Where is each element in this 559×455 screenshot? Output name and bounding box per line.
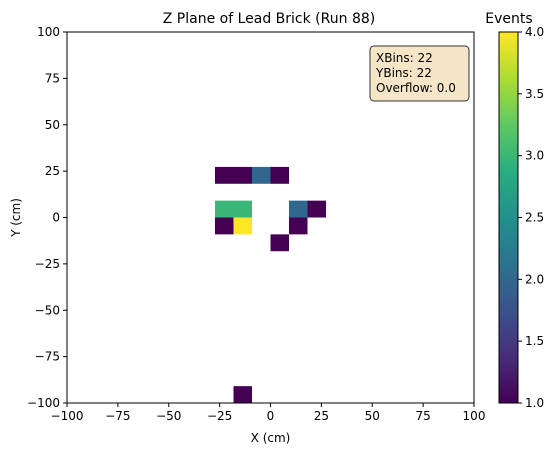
x-axis-ticks: −100 −75 −50 −25 0 25 50 75 100 (51, 403, 486, 423)
heatmap-cell-8 (215, 217, 234, 235)
stats-box-line-xbins: XBins: 22 (376, 51, 433, 65)
colorbar-tick-label: 2.5 (525, 211, 544, 225)
colorbar-tick-label: 4.0 (525, 25, 544, 39)
heatmap-cell-4 (215, 200, 234, 218)
heatmap-cell-3 (270, 166, 289, 184)
stats-box: XBins: 22 YBins: 22 Overflow: 0.0 (369, 45, 470, 102)
x-tick-label: 0 (267, 409, 275, 423)
y-tick-label: −50 (35, 303, 60, 317)
x-tick-label: −100 (51, 409, 84, 423)
heatmap-cells (215, 166, 326, 403)
y-tick-label: 25 (45, 164, 60, 178)
stats-box-line-ybins: YBins: 22 (375, 66, 432, 80)
heatmap-cell-2 (252, 166, 271, 184)
stats-box-line-overflow: Overflow: 0.0 (376, 81, 456, 95)
stats-box-frame (369, 45, 470, 102)
colorbar-gradient (498, 31, 519, 404)
heatmap-cell-1 (233, 166, 253, 184)
colorbar-ticks: 1.0 1.5 2.0 2.5 3.0 3.5 4.0 (518, 25, 544, 410)
heatmap-cell-6 (288, 200, 308, 218)
x-tick-label: −25 (207, 409, 232, 423)
x-tick-label: 100 (463, 409, 486, 423)
x-tick-label: 50 (365, 409, 380, 423)
heatmap-cell-10 (288, 217, 308, 235)
y-tick-label: −100 (27, 396, 60, 410)
heatmap-cell-11 (270, 234, 289, 252)
colorbar-tick-label: 1.5 (525, 334, 544, 348)
heatmap-cell-5 (233, 200, 253, 218)
colorbar-tick-label: 2.0 (525, 272, 544, 286)
y-axis-label: Y (cm) (9, 198, 23, 238)
y-axis-ticks: −100 −75 −50 −25 0 25 50 75 100 (27, 25, 67, 410)
heatmap-cell-0 (215, 166, 234, 184)
colorbar-label: Events (485, 11, 532, 27)
colorbar-tick-label: 3.5 (525, 87, 544, 101)
heatmap-cell-9 (233, 217, 253, 235)
x-tick-label: 25 (314, 409, 329, 423)
colorbar-tick-label: 3.0 (525, 149, 544, 163)
x-tick-label: −50 (156, 409, 181, 423)
x-tick-label: 75 (415, 409, 430, 423)
y-tick-label: 0 (52, 211, 60, 225)
colorbar: 1.0 1.5 2.0 2.5 3.0 3.5 4.0 Events (485, 11, 544, 410)
y-tick-label: 50 (45, 118, 60, 132)
y-tick-label: −75 (35, 350, 60, 364)
heatmap-cell-7 (307, 200, 326, 218)
heatmap-cell-12 (233, 386, 253, 403)
x-axis-label: X (cm) (251, 431, 291, 445)
y-tick-label: −25 (35, 257, 60, 271)
colorbar-tick-label: 1.0 (525, 396, 544, 410)
y-tick-label: 75 (45, 71, 60, 85)
chart-title: Z Plane of Lead Brick (Run 88) (163, 11, 375, 27)
x-tick-label: −75 (105, 409, 130, 423)
y-tick-label: 100 (37, 25, 60, 39)
